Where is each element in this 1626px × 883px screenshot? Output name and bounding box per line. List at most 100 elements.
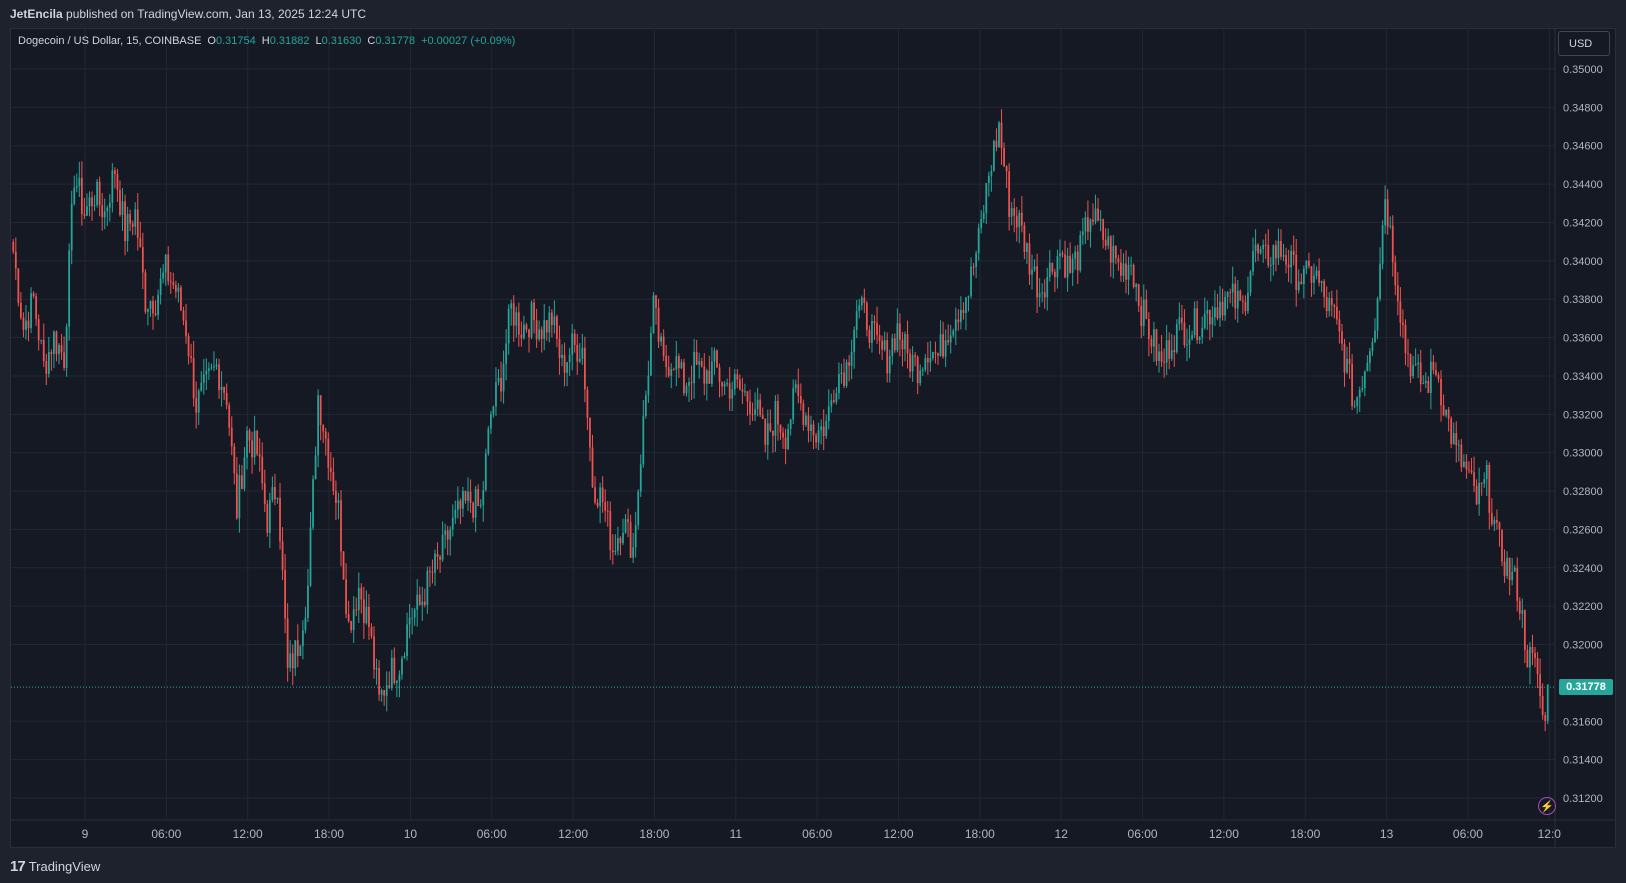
candle-body — [185, 320, 187, 337]
candle-body — [980, 218, 983, 229]
candle-body — [261, 456, 264, 484]
candle-body — [1231, 283, 1234, 293]
candle-body — [309, 527, 312, 586]
candle-body — [314, 455, 317, 480]
candle-body — [408, 617, 411, 625]
lightning-icon[interactable]: ⚡ — [1538, 797, 1556, 815]
candle-body — [1099, 219, 1102, 221]
candle-body — [662, 336, 665, 356]
candle-body — [1437, 375, 1440, 379]
candle-body — [319, 395, 322, 425]
candle-body — [439, 556, 441, 560]
candle-body — [677, 356, 680, 369]
symbol-name[interactable]: Dogecoin / US Dollar, 15, COINBASE — [18, 35, 202, 47]
candle-body — [1389, 225, 1392, 227]
candle-body — [1470, 470, 1473, 473]
candle-body — [474, 489, 477, 518]
candle-body — [1135, 284, 1138, 287]
candle-body — [220, 386, 223, 390]
candle-body — [1348, 358, 1351, 364]
candle-body — [266, 504, 269, 533]
candle-body — [830, 400, 833, 407]
candle-body — [1287, 264, 1290, 268]
candle-body — [70, 203, 73, 251]
candle-body — [403, 655, 406, 659]
candle-body — [1450, 418, 1453, 445]
candle-body — [693, 351, 696, 383]
candle-body — [627, 519, 629, 523]
candle-body — [1546, 684, 1549, 721]
candle-body — [1516, 567, 1519, 601]
candle-body — [157, 295, 159, 315]
candle-body — [223, 386, 226, 393]
tradingview-brand[interactable]: TradingView — [28, 859, 101, 874]
candle-body — [1127, 265, 1130, 280]
candle-body — [517, 312, 520, 335]
candle-body — [1188, 338, 1191, 345]
candle-body — [545, 320, 548, 333]
candle-body — [1081, 231, 1084, 236]
candle-body — [512, 303, 515, 326]
candle-body — [134, 209, 137, 227]
candle-body — [53, 331, 55, 354]
candle-body — [307, 585, 309, 618]
candle-body — [523, 324, 525, 339]
candle-body — [530, 302, 533, 338]
candle-body — [647, 375, 650, 396]
author-name[interactable]: JetEncila — [10, 7, 63, 21]
candle-body — [982, 213, 985, 219]
candle-body — [1496, 519, 1498, 523]
candle-body — [1432, 361, 1435, 371]
y-tick-label: 0.31200 — [1563, 793, 1603, 805]
currency-button[interactable]: USD — [1558, 31, 1610, 56]
candle-body — [1102, 219, 1105, 240]
candle-body — [75, 186, 78, 188]
candle-body — [215, 364, 218, 367]
candle-body — [1302, 268, 1305, 285]
y-tick-label: 0.34600 — [1563, 141, 1603, 153]
candle-body — [1226, 292, 1229, 298]
candle-body — [1137, 284, 1140, 306]
candle-body — [230, 427, 233, 447]
candle-body — [284, 570, 286, 619]
candle-body — [27, 320, 30, 329]
y-tick-label: 0.34800 — [1563, 102, 1603, 114]
candle-body — [103, 211, 106, 218]
candle-body — [926, 357, 929, 363]
y-tick-label: 0.35000 — [1563, 64, 1603, 76]
candle-body — [129, 214, 132, 224]
candle-body — [1109, 236, 1112, 263]
candle-body — [568, 354, 571, 363]
candle-body — [180, 287, 182, 311]
candle-body — [1125, 263, 1127, 280]
tradingview-logo-icon[interactable]: 17 — [10, 858, 26, 875]
candle-body — [993, 140, 995, 172]
candle-body — [528, 329, 530, 338]
candle-body — [1468, 469, 1470, 471]
candle-body — [347, 613, 350, 622]
candle-body — [1026, 243, 1028, 252]
candle-body — [1358, 389, 1361, 398]
candle-body — [543, 320, 546, 339]
candle-body — [172, 282, 175, 285]
candle-body — [670, 369, 673, 376]
candle-body — [533, 302, 535, 321]
candle-body — [896, 323, 899, 351]
candle-body — [373, 636, 375, 670]
candle-body — [1173, 350, 1176, 353]
candlestick-chart[interactable]: 0.35000 0.34800 0.34600 0.34400 0.34200 0.340… — [0, 0, 1626, 850]
candle-body — [723, 383, 726, 387]
candle-body — [152, 300, 154, 314]
candle-body — [139, 237, 142, 248]
candle-body — [63, 352, 65, 368]
candle-body — [1092, 219, 1094, 222]
candle-body — [553, 316, 556, 326]
candle-body — [167, 254, 170, 282]
candle-body — [779, 424, 782, 433]
candle-body — [235, 473, 238, 519]
candle-body — [690, 382, 693, 384]
candle-body — [1079, 235, 1082, 271]
candle-body — [1066, 255, 1069, 278]
candle-body — [1198, 337, 1201, 340]
candle-body — [713, 350, 716, 362]
